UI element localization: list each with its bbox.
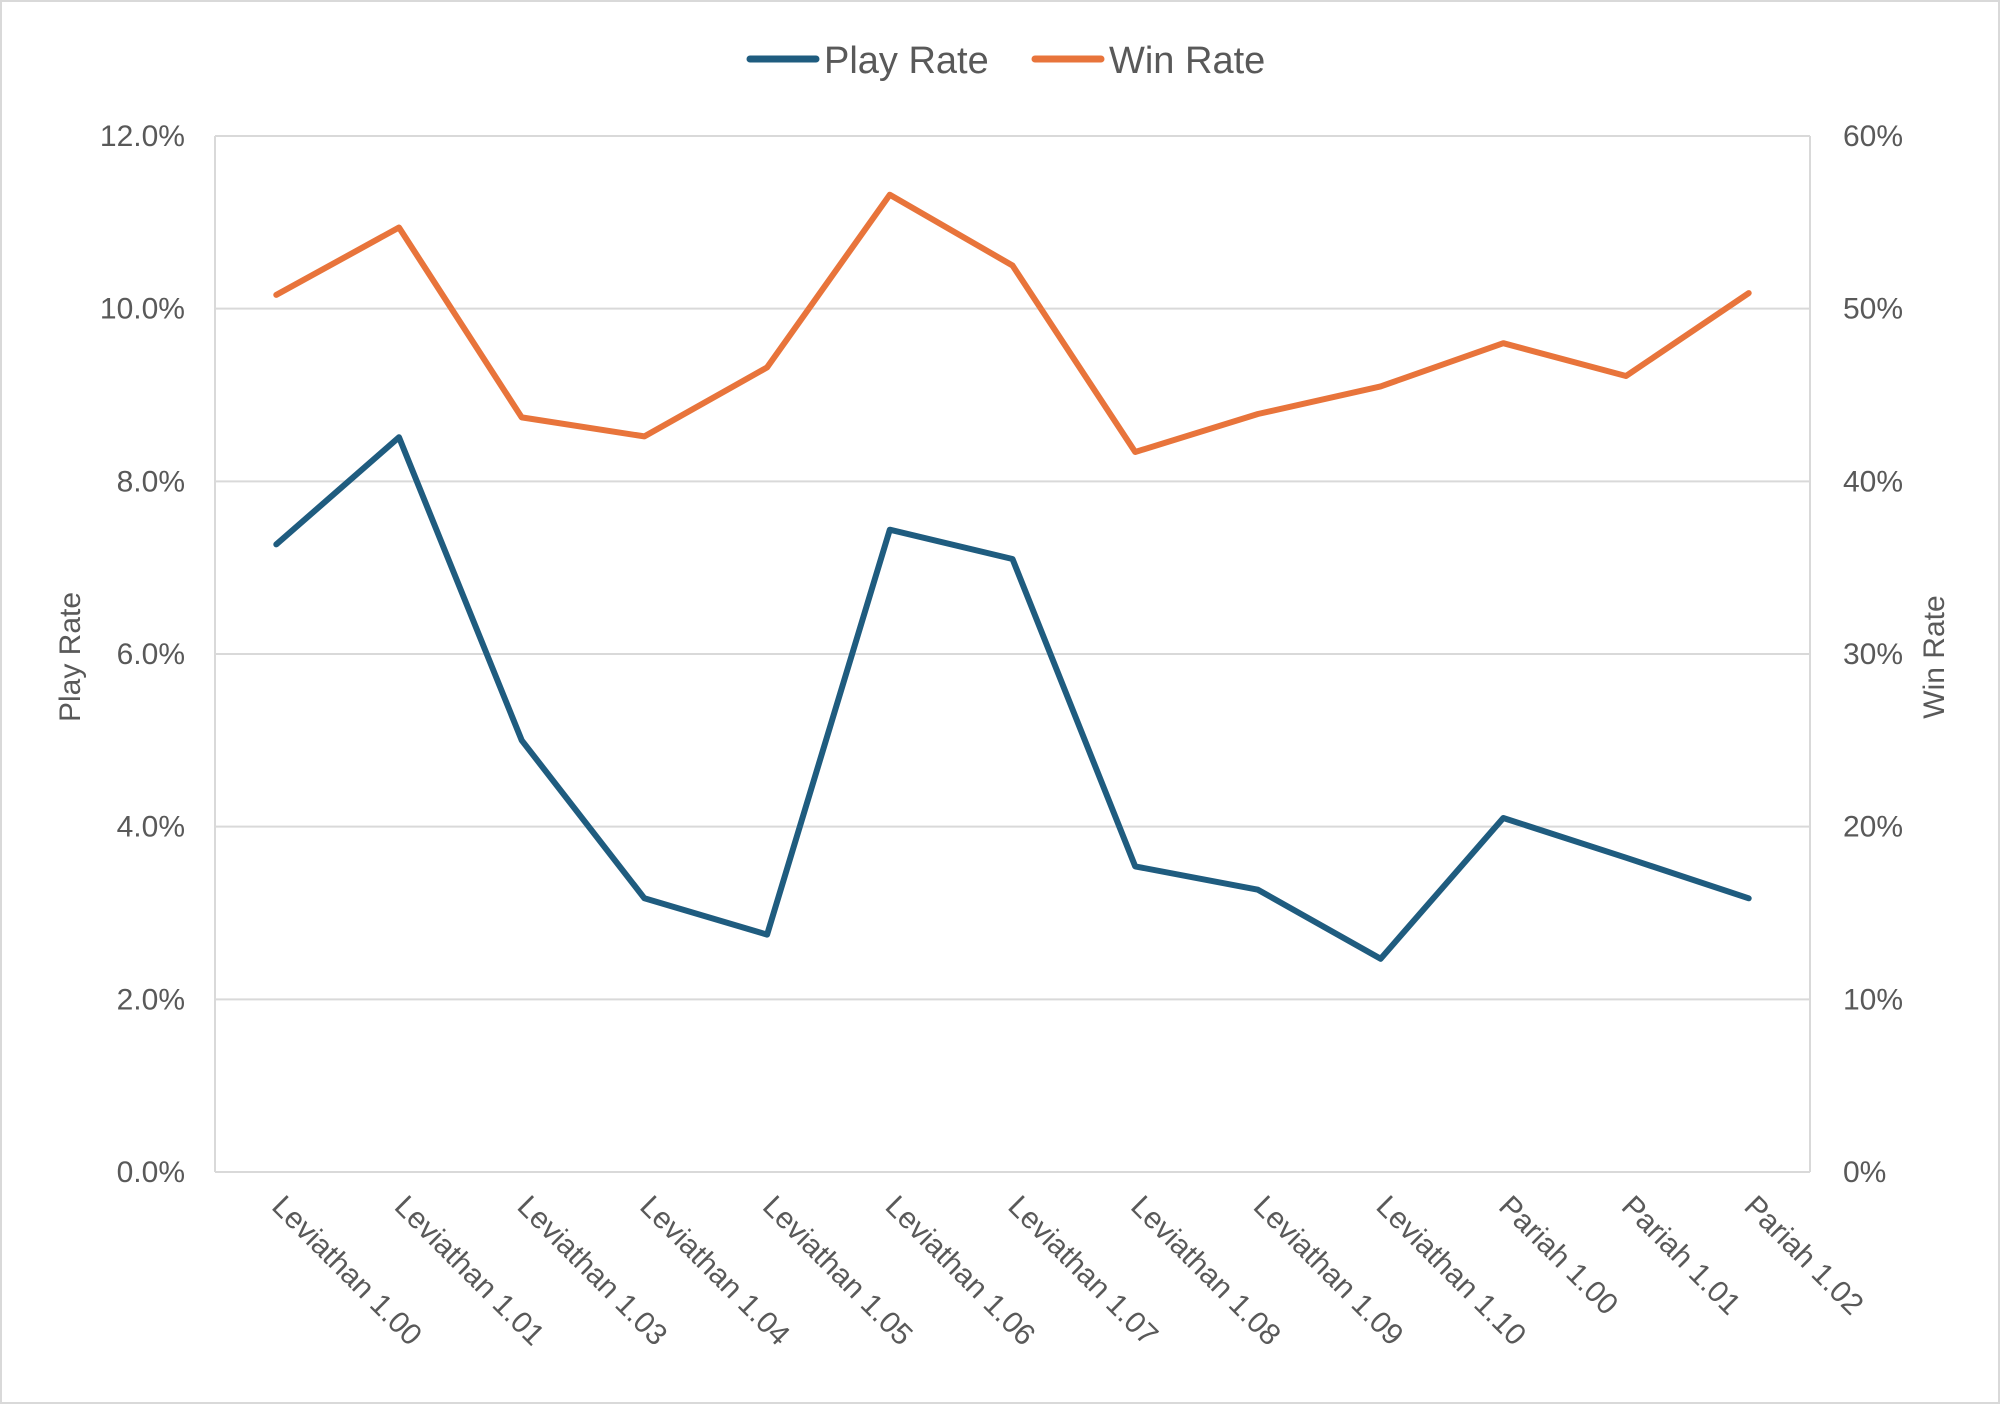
y-axis-right-title: Win Rate xyxy=(1918,595,1951,718)
y-tick-label: 6.0% xyxy=(117,638,185,671)
y2-tick-label: 50% xyxy=(1843,293,1903,326)
y-axis-left-title: Play Rate xyxy=(54,592,87,722)
x-category-label: Pariah 1.01 xyxy=(1615,1190,1747,1322)
legend: Play Rate Win Rate xyxy=(746,40,1265,82)
y-axis-left-ticks: 0.0% 2.0% 4.0% 6.0% 8.0% 10.0% 12.0% xyxy=(100,120,185,1189)
y2-tick-label: 40% xyxy=(1843,465,1903,498)
gridlines xyxy=(214,135,1811,1173)
x-category-label: Pariah 1.02 xyxy=(1738,1190,1870,1322)
legend-label: Play Rate xyxy=(824,40,989,82)
y-tick-label: 12.0% xyxy=(100,120,185,153)
series-line-play-rate xyxy=(273,434,1752,962)
y-tick-label: 8.0% xyxy=(117,465,185,498)
series-line-win-rate xyxy=(273,191,1752,455)
series-lines xyxy=(273,191,1752,962)
y-axis-right-ticks: 0% 10% 20% 30% 40% 50% 60% xyxy=(1843,120,1903,1189)
y2-tick-label: 10% xyxy=(1843,983,1903,1016)
y-tick-label: 2.0% xyxy=(117,983,185,1016)
y2-tick-label: 20% xyxy=(1843,811,1903,844)
legend-label: Win Rate xyxy=(1109,40,1265,82)
y2-tick-label: 60% xyxy=(1843,120,1903,153)
y-tick-label: 4.0% xyxy=(117,811,185,844)
y2-tick-label: 30% xyxy=(1843,638,1903,671)
y2-tick-label: 0% xyxy=(1843,1156,1886,1189)
y-tick-label: 0.0% xyxy=(117,1156,185,1189)
y-tick-label: 10.0% xyxy=(100,293,185,326)
x-category-label: Pariah 1.00 xyxy=(1492,1190,1624,1322)
